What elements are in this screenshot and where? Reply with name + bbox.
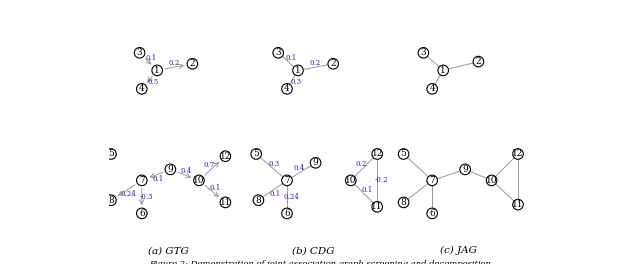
Circle shape <box>282 208 292 219</box>
Circle shape <box>473 56 484 67</box>
Text: 0.3: 0.3 <box>291 78 302 86</box>
Circle shape <box>106 195 116 205</box>
Text: 2: 2 <box>476 57 481 66</box>
Circle shape <box>282 175 292 186</box>
Circle shape <box>398 197 409 208</box>
Circle shape <box>427 84 438 94</box>
Text: (b) CDG: (b) CDG <box>292 246 335 255</box>
Text: 0.1: 0.1 <box>146 54 157 63</box>
Text: 2: 2 <box>189 59 195 68</box>
Text: 8: 8 <box>255 196 261 205</box>
Text: 10: 10 <box>193 176 205 185</box>
Circle shape <box>187 59 198 69</box>
Circle shape <box>460 164 470 175</box>
Circle shape <box>513 149 524 159</box>
Text: 3: 3 <box>137 48 143 57</box>
Text: 12: 12 <box>512 149 524 158</box>
Text: 11: 11 <box>371 202 383 211</box>
Text: 8: 8 <box>108 196 114 205</box>
Text: 12: 12 <box>220 152 231 161</box>
Text: 12: 12 <box>371 149 383 158</box>
Text: 3: 3 <box>420 48 426 57</box>
Text: 1: 1 <box>440 66 446 75</box>
Circle shape <box>220 197 230 208</box>
Text: 9: 9 <box>462 165 468 174</box>
Circle shape <box>273 48 284 58</box>
Text: 4: 4 <box>429 84 435 93</box>
Text: 10: 10 <box>345 176 356 185</box>
Circle shape <box>165 164 176 175</box>
Text: 5: 5 <box>253 149 259 158</box>
Text: 11: 11 <box>512 200 524 209</box>
Circle shape <box>194 175 204 186</box>
Text: 0.7: 0.7 <box>204 161 215 169</box>
Circle shape <box>106 149 116 159</box>
Circle shape <box>152 65 163 76</box>
Circle shape <box>486 175 497 186</box>
Text: 0.5: 0.5 <box>147 78 159 86</box>
Text: 0.1: 0.1 <box>209 184 221 192</box>
Text: 4: 4 <box>139 84 145 93</box>
Text: 10: 10 <box>486 176 497 185</box>
Text: 5: 5 <box>108 149 114 158</box>
Text: 0.1: 0.1 <box>269 190 281 198</box>
Text: 0.2: 0.2 <box>355 160 367 168</box>
Text: 0.4: 0.4 <box>180 167 192 175</box>
Text: 0.24: 0.24 <box>284 193 300 201</box>
Circle shape <box>513 199 524 210</box>
Circle shape <box>372 149 383 159</box>
Text: 6: 6 <box>139 209 145 218</box>
Text: 11: 11 <box>220 198 231 207</box>
Text: 0.1: 0.1 <box>285 54 297 62</box>
Text: (c) JAG: (c) JAG <box>440 246 477 255</box>
Text: 0.2: 0.2 <box>309 59 321 67</box>
Text: 5: 5 <box>401 149 406 158</box>
Text: 6: 6 <box>429 209 435 218</box>
Circle shape <box>282 84 292 94</box>
Text: 9: 9 <box>168 165 173 174</box>
Text: (a) GTG: (a) GTG <box>148 246 189 255</box>
Circle shape <box>251 149 262 159</box>
Text: 0.24: 0.24 <box>121 190 137 198</box>
Text: 9: 9 <box>313 158 319 167</box>
Circle shape <box>136 175 147 186</box>
Circle shape <box>427 175 438 186</box>
Circle shape <box>438 65 449 76</box>
Text: 0.2: 0.2 <box>168 59 180 67</box>
Text: 6: 6 <box>284 209 290 218</box>
Circle shape <box>427 208 438 219</box>
Circle shape <box>136 84 147 94</box>
Text: 0.4: 0.4 <box>293 164 305 172</box>
Text: 7: 7 <box>284 176 290 185</box>
Text: -0.3: -0.3 <box>140 193 153 201</box>
Text: 1: 1 <box>295 66 301 75</box>
Text: 2: 2 <box>330 59 336 68</box>
Circle shape <box>134 48 145 58</box>
Text: 7: 7 <box>139 176 145 185</box>
Circle shape <box>136 208 147 219</box>
Text: 3: 3 <box>275 48 281 57</box>
Circle shape <box>398 149 409 159</box>
Text: 0.3: 0.3 <box>269 160 280 168</box>
Text: 7: 7 <box>429 176 435 185</box>
Circle shape <box>253 195 264 205</box>
Circle shape <box>292 65 303 76</box>
Circle shape <box>346 175 356 186</box>
Circle shape <box>328 59 339 69</box>
Circle shape <box>310 158 321 168</box>
Circle shape <box>372 201 383 212</box>
Circle shape <box>418 48 429 58</box>
Text: Figure 2: Demonstration of joint association graph screening and decomposition: Figure 2: Demonstration of joint associa… <box>149 260 491 264</box>
Text: -0.2: -0.2 <box>375 176 388 184</box>
Text: 4: 4 <box>284 84 290 93</box>
Text: 0.1: 0.1 <box>362 186 372 195</box>
Text: 8: 8 <box>401 198 406 207</box>
Text: 1: 1 <box>154 66 160 75</box>
Text: 0.1: 0.1 <box>152 175 163 183</box>
Circle shape <box>220 151 230 162</box>
